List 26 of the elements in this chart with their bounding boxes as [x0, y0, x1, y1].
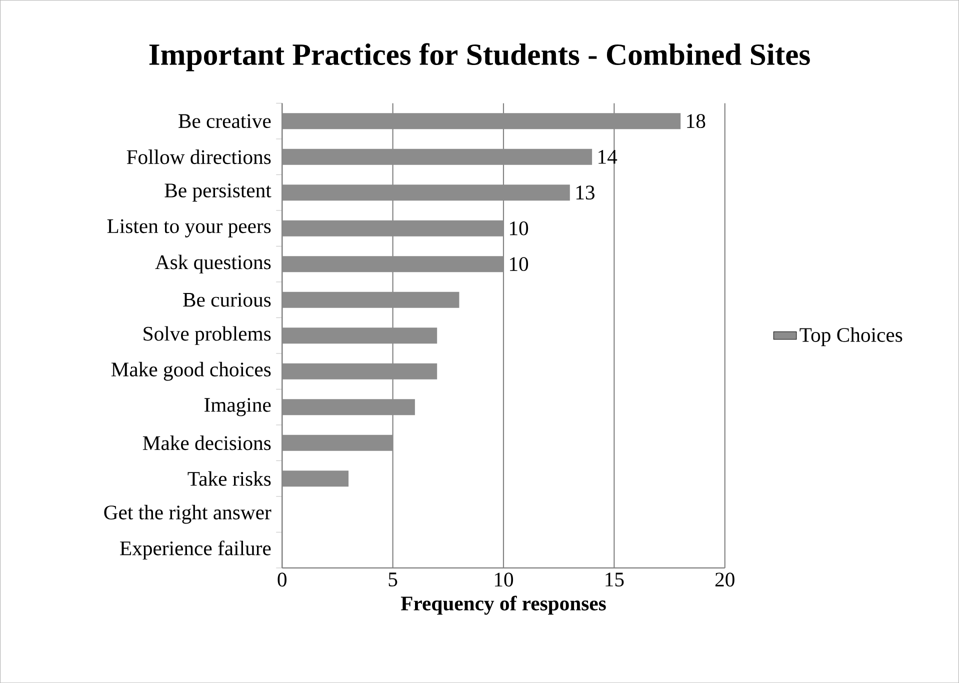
data-label: 18: [687, 114, 706, 128]
y-tick-label: Be persistent: [164, 183, 272, 202]
x-tick-label: 10: [494, 572, 514, 587]
y-tick-label: Follow directions: [126, 149, 271, 164]
y-tick-label: Be curious: [183, 292, 271, 307]
x-tick-label: 20: [715, 572, 734, 587]
y-tick-label: Experience failure: [120, 540, 271, 560]
x-tick-label: 5: [388, 572, 398, 586]
data-label: 10: [510, 257, 528, 271]
y-tick-label: Listen to your peers: [107, 219, 271, 238]
y-tick-label: Be creative: [178, 114, 271, 128]
y-tick-label: Make decisions: [142, 435, 271, 450]
y-tick-label: Imagine: [204, 398, 271, 416]
chart-title: Important Practices for Students - Combined Sites: [149, 43, 810, 72]
data-label: 13: [576, 186, 594, 200]
y-tick-label: Take risks: [188, 471, 271, 486]
x-tick-label: 15: [606, 572, 624, 586]
y-tick-label: Ask questions: [155, 254, 271, 274]
y-tick-label: Make good choices: [111, 362, 271, 381]
y-tick-label: Solve problems: [144, 326, 271, 345]
x-tick-label: 0: [278, 572, 286, 587]
data-label: 10: [510, 221, 528, 236]
legend-label: Top Choices: [800, 327, 902, 346]
data-label: 14: [598, 150, 618, 164]
x-axis-title: Frequency of responses: [400, 596, 606, 615]
y-tick-label: Get the right answer: [104, 504, 272, 524]
